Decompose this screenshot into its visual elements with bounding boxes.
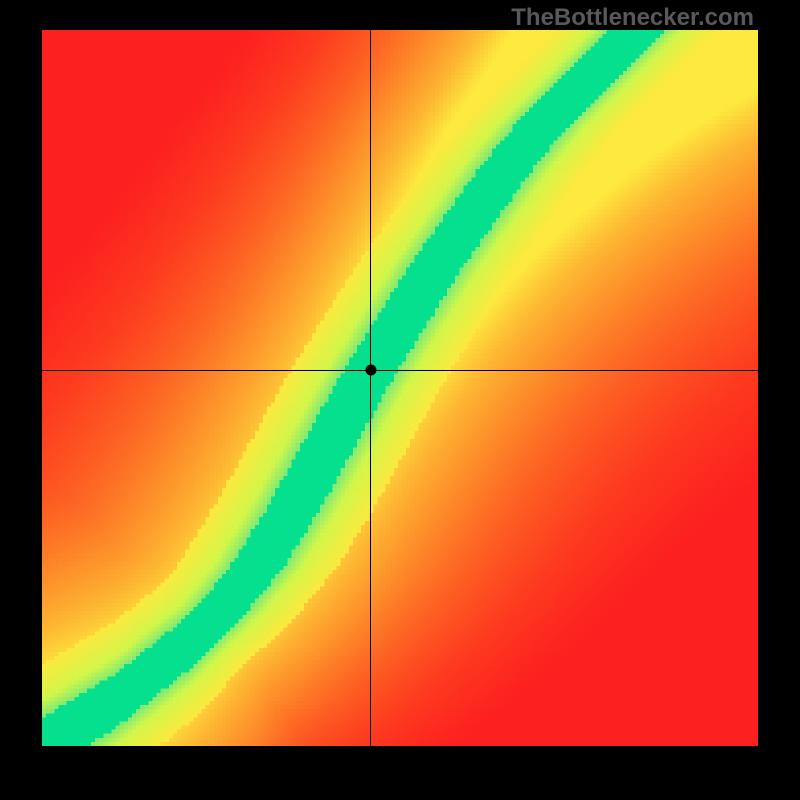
crosshair-marker <box>365 365 376 376</box>
crosshair-vertical <box>370 30 371 746</box>
crosshair-horizontal <box>42 370 758 371</box>
chart-container: { "watermark": { "text": "TheBottlenecke… <box>0 0 800 800</box>
watermark-text: TheBottlenecker.com <box>511 4 754 32</box>
bottleneck-heatmap <box>42 30 758 746</box>
